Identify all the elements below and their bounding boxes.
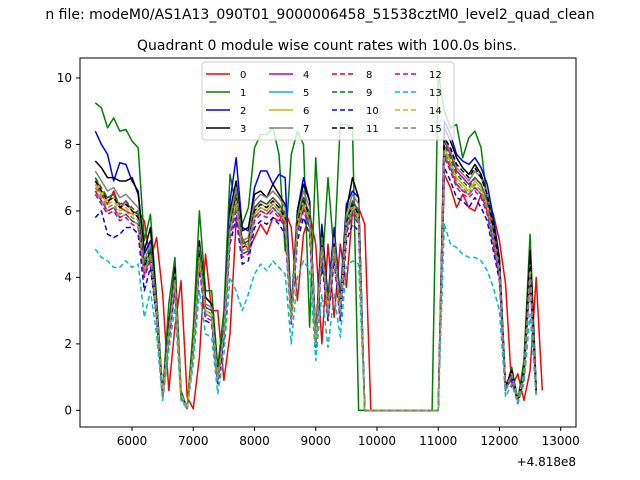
legend-label-1: 1 bbox=[240, 88, 246, 99]
y-axis: 0 2 4 6 8 10 bbox=[57, 71, 80, 417]
series-line-14 bbox=[94, 150, 537, 412]
y-tick-label: 2 bbox=[64, 337, 72, 351]
x-axis: 6000 7000 8000 9000 10000 11000 12000 13000 bbox=[117, 427, 580, 448]
legend-label-3: 3 bbox=[240, 124, 246, 135]
legend-label-4: 4 bbox=[303, 70, 309, 81]
y-tick-label: 8 bbox=[64, 137, 72, 151]
legend-label-6: 6 bbox=[303, 106, 309, 117]
series-line-11 bbox=[94, 137, 537, 412]
axes-frame bbox=[79, 57, 577, 428]
y-tick-label: 6 bbox=[64, 204, 72, 218]
legend-label-7: 7 bbox=[303, 124, 309, 135]
x-tick-label: 6000 bbox=[117, 434, 148, 448]
legend-frame bbox=[201, 61, 455, 141]
y-tick-label: 10 bbox=[57, 71, 72, 85]
plot-area: 6000 7000 8000 9000 10000 11000 12000 13000 0 2 4… bbox=[57, 57, 580, 469]
x-tick-label: 10000 bbox=[358, 434, 396, 448]
legend-label-11: 11 bbox=[366, 124, 379, 135]
series-line-15 bbox=[94, 150, 537, 412]
y-tick-label: 0 bbox=[64, 403, 72, 417]
legend-label-8: 8 bbox=[366, 70, 372, 81]
chart-title: Quadrant 0 module wise count rates with … bbox=[137, 38, 517, 54]
x-offset-label: +4.818e8 bbox=[517, 455, 576, 469]
legend-label-12: 12 bbox=[429, 70, 442, 81]
legend-label-14: 14 bbox=[429, 106, 442, 117]
legend-label-5: 5 bbox=[303, 88, 309, 99]
x-tick-label: 13000 bbox=[542, 434, 580, 448]
x-tick-label: 8000 bbox=[239, 434, 270, 448]
x-tick-label: 11000 bbox=[419, 434, 457, 448]
x-tick-label: 9000 bbox=[300, 434, 331, 448]
legend-label-9: 9 bbox=[366, 88, 372, 99]
y-tick-label: 4 bbox=[64, 270, 72, 284]
x-tick-label: 7000 bbox=[178, 434, 209, 448]
legend-label-2: 2 bbox=[240, 106, 246, 117]
x-tick-label: 12000 bbox=[480, 434, 518, 448]
series-line-13 bbox=[94, 223, 537, 412]
legend-label-13: 13 bbox=[429, 88, 442, 99]
figure-suptitle: n file: modeM0/AS1A13_090T01_9000006458_… bbox=[45, 7, 594, 23]
legend-label-10: 10 bbox=[366, 106, 379, 117]
series-layer bbox=[94, 72, 544, 412]
legend-label-0: 0 bbox=[240, 70, 246, 81]
series-line-1 bbox=[94, 72, 537, 412]
legend-label-15: 15 bbox=[429, 124, 442, 135]
